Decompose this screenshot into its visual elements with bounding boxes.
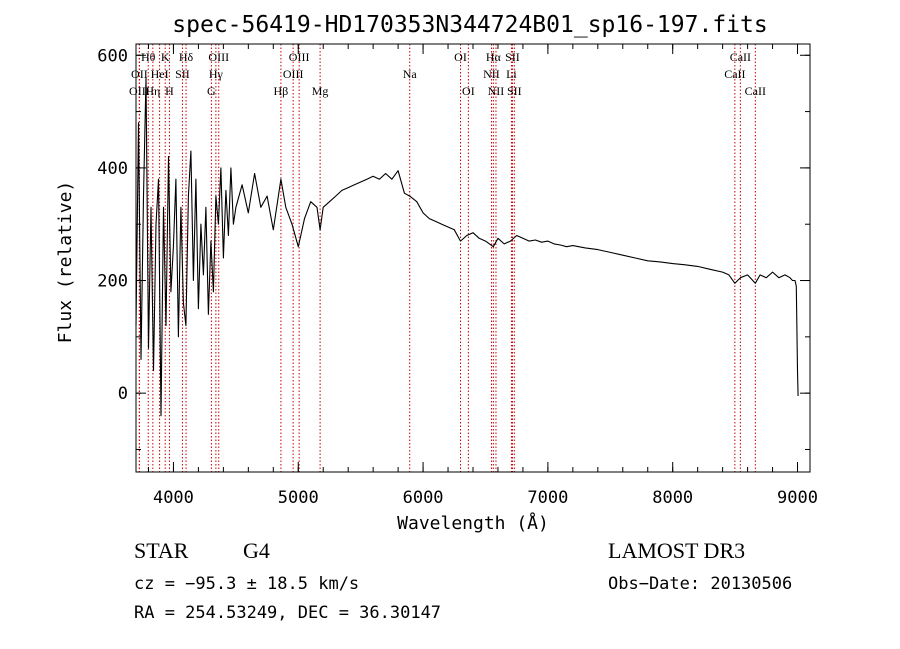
line-label: SII	[175, 67, 190, 81]
line-label: SII	[507, 84, 522, 98]
x-tick-label: 9000	[777, 488, 818, 508]
y-tick-label: 200	[97, 272, 128, 292]
line-label: OIII	[129, 84, 150, 98]
redshift-cz: cz = −95.3 ± 18.5 km/s	[134, 574, 360, 594]
y-axis-label: Flux (relative)	[55, 181, 76, 344]
x-axis: 4000 5000 6000 7000 8000 9000	[147, 44, 818, 508]
line-label: NII	[483, 67, 500, 81]
line-label: Hδ	[179, 50, 194, 64]
y-tick-label: 0	[118, 384, 128, 404]
line-label: OIII	[289, 50, 310, 64]
line-label: HeI	[151, 67, 169, 81]
line-label: Na	[403, 67, 418, 81]
y-tick-label: 600	[97, 46, 128, 66]
x-tick-label: 8000	[652, 488, 693, 508]
plot-frame	[135, 43, 811, 473]
x-axis-label: Wavelength (Å)	[397, 512, 549, 534]
chart-title: spec-56419-HD170353N344724B01_sp16-197.f…	[172, 12, 767, 38]
line-label: CaII	[730, 50, 751, 64]
x-tick-label: 7000	[527, 488, 568, 508]
survey-name: LAMOST DR3	[608, 538, 746, 563]
line-label: Hγ	[209, 67, 224, 81]
line-label: Hθ	[141, 50, 156, 64]
spectrum-line	[135, 77, 799, 417]
line-label: K	[161, 50, 170, 64]
line-label: Mg	[312, 84, 329, 98]
spectrum-series	[135, 77, 799, 417]
line-label: Hη	[145, 84, 160, 98]
line-label: OIII	[283, 67, 304, 81]
x-tick-label: 5000	[278, 488, 319, 508]
spectral-line-markers	[138, 44, 756, 472]
object-subclass: G4	[243, 538, 270, 563]
line-label: Li	[506, 67, 517, 81]
line-label: OI	[462, 84, 475, 98]
line-label: Hα	[486, 50, 502, 64]
line-label: Hβ	[274, 84, 289, 98]
ra-dec-coordinates: RA = 254.53249, DEC = 36.30147	[134, 603, 442, 623]
line-label: SII	[505, 50, 520, 64]
line-label: H	[165, 84, 174, 98]
y-tick-label: 400	[97, 159, 128, 179]
y-axis: 0 200 400 600	[97, 46, 810, 450]
line-label: CaII	[724, 67, 745, 81]
line-label: OI	[454, 50, 467, 64]
line-label: CaII	[745, 84, 766, 98]
object-class: STAR	[134, 538, 189, 563]
line-label: OII	[131, 67, 148, 81]
line-label: G	[207, 84, 216, 98]
x-tick-label: 6000	[403, 488, 444, 508]
observation-date: Obs−Date: 20130506	[608, 574, 793, 594]
line-label: NII	[488, 84, 505, 98]
x-tick-label: 4000	[153, 488, 194, 508]
line-label: OIII	[208, 50, 229, 64]
